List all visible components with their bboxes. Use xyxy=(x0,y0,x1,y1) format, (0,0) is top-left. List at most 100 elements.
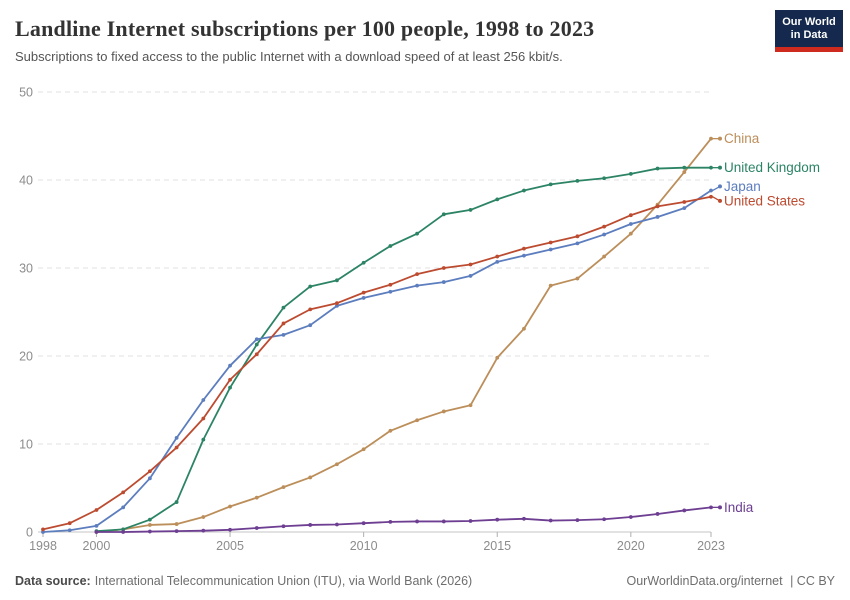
owid-link[interactable]: OurWorldinData.org/internet xyxy=(626,574,783,588)
series-point-united-states xyxy=(388,282,393,287)
series-point-china xyxy=(709,136,713,141)
series-point-japan xyxy=(94,523,99,528)
series-point-united-kingdom xyxy=(228,385,232,390)
chart-subtitle: Subscriptions to fixed access to the pub… xyxy=(15,49,563,64)
series-point-japan xyxy=(281,332,286,337)
y-tick-label: 40 xyxy=(19,174,33,188)
series-point-united-kingdom xyxy=(495,197,500,202)
series-point-united-kingdom xyxy=(602,176,607,181)
series-point-china xyxy=(388,428,393,433)
series-point-japan xyxy=(548,247,553,252)
series-point-united-kingdom xyxy=(468,208,473,212)
series-point-united-states xyxy=(548,240,553,245)
series-point-india xyxy=(602,517,607,522)
series-point-china xyxy=(548,283,553,288)
series-label-united-states[interactable]: United States xyxy=(724,193,805,208)
series-point-united-states xyxy=(254,352,259,357)
x-tick-label: 2020 xyxy=(617,539,645,553)
series-point-united-states xyxy=(709,194,713,199)
logo-line2: in Data xyxy=(790,29,828,41)
data-source-label: Data source: xyxy=(15,574,91,588)
series-point-united-states xyxy=(67,521,72,526)
series-point-india xyxy=(121,530,126,534)
owid-logo[interactable]: Our World in Data xyxy=(775,10,843,52)
label-dot-united-kingdom xyxy=(718,165,722,170)
series-point-india xyxy=(228,527,232,532)
series-point-united-kingdom xyxy=(388,244,393,248)
series-point-united-kingdom xyxy=(628,171,633,176)
series-point-japan xyxy=(415,283,419,288)
series-point-united-states xyxy=(655,204,660,209)
series-point-united-kingdom xyxy=(335,278,339,283)
series-label-china[interactable]: China xyxy=(724,131,760,146)
series-point-india xyxy=(441,519,446,524)
label-dot-china xyxy=(718,136,722,141)
series-point-japan xyxy=(335,303,339,308)
series-point-united-states xyxy=(335,301,339,306)
series-point-china xyxy=(522,326,526,331)
series-point-japan xyxy=(709,188,713,193)
series-point-india xyxy=(628,515,633,519)
series-point-united-kingdom xyxy=(441,212,446,217)
series-point-india xyxy=(335,522,339,527)
series-label-united-kingdom[interactable]: United Kingdom xyxy=(724,160,820,175)
series-point-japan xyxy=(441,280,446,284)
series-point-india xyxy=(468,519,473,523)
series-point-china xyxy=(201,515,206,519)
y-tick-label: 0 xyxy=(26,526,33,540)
series-point-united-kingdom xyxy=(174,500,179,504)
series-point-japan xyxy=(254,337,259,342)
y-tick-label: 10 xyxy=(19,438,33,452)
series-point-united-kingdom xyxy=(655,166,660,171)
series-point-india xyxy=(655,512,660,516)
series-point-china xyxy=(682,170,687,174)
series-point-japan xyxy=(147,476,152,481)
series-point-china xyxy=(441,409,446,414)
y-tick-label: 20 xyxy=(19,350,33,364)
series-point-united-states xyxy=(201,416,206,421)
series-point-united-states xyxy=(628,213,633,218)
x-tick-label: 1998 xyxy=(29,539,57,553)
series-point-india xyxy=(308,523,313,527)
series-label-india[interactable]: India xyxy=(724,500,754,515)
series-point-india xyxy=(147,529,152,534)
series-point-japan xyxy=(121,505,126,510)
series-point-india xyxy=(94,530,99,534)
series-point-japan xyxy=(495,259,500,264)
series-point-china xyxy=(281,485,286,490)
series-point-japan xyxy=(201,398,206,402)
series-line-united-kingdom xyxy=(95,166,712,533)
series-point-japan xyxy=(602,232,607,237)
data-source-text: International Telecommunication Union (I… xyxy=(94,574,473,588)
label-dot-india xyxy=(718,505,722,510)
series-point-japan xyxy=(41,530,45,534)
series-point-india xyxy=(548,518,553,523)
series-point-united-states xyxy=(121,490,126,495)
series-point-japan xyxy=(174,435,179,440)
footer-right: OurWorldinData.org/internet | CC BY xyxy=(627,574,836,588)
series-point-china xyxy=(254,495,259,500)
series-point-united-states xyxy=(682,200,687,204)
series-point-india xyxy=(388,519,393,524)
series-point-india xyxy=(495,517,500,522)
series-point-united-states xyxy=(94,508,99,512)
series-point-united-states xyxy=(522,246,526,251)
logo-line1: Our World xyxy=(782,16,836,28)
series-point-china xyxy=(335,462,339,467)
series-point-united-states xyxy=(228,377,232,382)
chart-footer: Data source: International Telecommunicat… xyxy=(15,574,835,588)
series-label-japan[interactable]: Japan xyxy=(724,179,761,194)
y-tick-label: 30 xyxy=(19,262,33,276)
series-point-japan xyxy=(468,274,473,278)
license-text: | CC BY xyxy=(790,574,835,588)
series-point-united-kingdom xyxy=(361,260,366,265)
x-tick-label: 2015 xyxy=(483,539,511,553)
series-point-united-kingdom xyxy=(201,437,206,442)
series-point-united-kingdom xyxy=(548,182,553,187)
series-point-united-kingdom xyxy=(147,517,152,522)
label-dot-united-states xyxy=(718,198,722,203)
series-point-china xyxy=(628,231,633,236)
series-point-india xyxy=(575,518,580,523)
y-tick-label: 50 xyxy=(19,86,33,100)
